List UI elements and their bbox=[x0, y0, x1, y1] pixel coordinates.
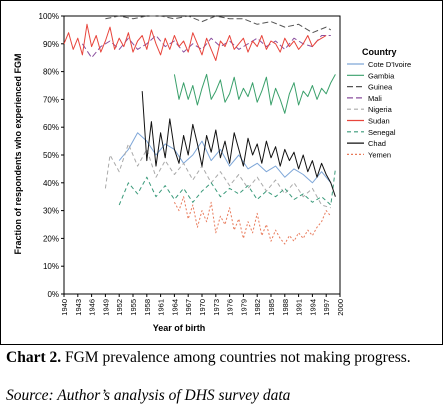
caption-text: FGM prevalence among countries not makin… bbox=[64, 349, 411, 366]
x-tick-label: 1949 bbox=[101, 299, 110, 316]
x-tick-label: 1958 bbox=[143, 299, 152, 316]
y-tick-label: 70% bbox=[43, 95, 59, 104]
series-line-yemen bbox=[173, 196, 332, 245]
x-tick-label: 1973 bbox=[212, 299, 221, 316]
series-line-guinea bbox=[105, 15, 332, 34]
legend-entry-label: Cote D'Ivoire bbox=[368, 60, 411, 69]
x-tick-label: 1952 bbox=[115, 299, 124, 316]
x-tick-label: 1997 bbox=[322, 299, 331, 316]
y-tick-label: 10% bbox=[43, 262, 59, 271]
legend: Country Cote D'Ivoire Gambia Guinea Mali Nig… bbox=[347, 47, 411, 159]
legend-entry-label: Mali bbox=[368, 94, 382, 103]
y-tick-label: 50% bbox=[43, 151, 59, 160]
x-tick-label: 1991 bbox=[295, 299, 304, 316]
series-line-chad bbox=[141, 91, 336, 197]
chart-caption: Chart 2. FGM prevalence among countries … bbox=[6, 348, 438, 367]
y-axis-ticks: 0% 10% 20% 30% 40% 50% 60% 70% 80% 90% 100% bbox=[39, 12, 64, 299]
series-line-nigeria bbox=[104, 143, 331, 209]
x-tick-label: 1964 bbox=[170, 299, 179, 316]
legend-title: Country bbox=[362, 47, 397, 57]
y-tick-label: 0% bbox=[47, 290, 59, 299]
y-tick-label: 100% bbox=[39, 12, 59, 21]
x-tick-label: 1982 bbox=[253, 299, 262, 316]
legend-entry-label: Guinea bbox=[368, 83, 393, 92]
legend-entry-label: Chad bbox=[368, 139, 386, 148]
series-line-mali bbox=[81, 35, 331, 59]
legend-entry-label: Sudan bbox=[368, 117, 390, 126]
series-lines bbox=[63, 15, 336, 245]
x-tick-label: 1961 bbox=[157, 299, 166, 316]
x-tick-label: 1946 bbox=[88, 299, 97, 316]
y-tick-label: 60% bbox=[43, 123, 59, 132]
legend-entry-label: Nigeria bbox=[368, 105, 393, 114]
x-tick-label: 1943 bbox=[74, 299, 83, 316]
x-tick-label: 1988 bbox=[281, 299, 290, 316]
series-line-gambia bbox=[173, 73, 336, 114]
x-axis-ticks: 1940 1943 1946 1949 1952 1955 1958 1961 1964 1967… bbox=[60, 294, 345, 316]
legend-entry-label: Senegal bbox=[368, 128, 396, 137]
series-line-sudan bbox=[63, 23, 327, 61]
x-tick-label: 2000 bbox=[336, 299, 345, 316]
caption-label: Chart 2. bbox=[6, 349, 62, 366]
legend-entry-label: Yemen bbox=[368, 150, 391, 159]
x-tick-label: 1967 bbox=[184, 299, 193, 316]
x-tick-label: 1970 bbox=[198, 299, 207, 316]
x-tick-label: 1976 bbox=[226, 299, 235, 316]
y-tick-label: 40% bbox=[43, 179, 59, 188]
x-tick-label: 1955 bbox=[129, 299, 138, 316]
series-line-senegal bbox=[118, 168, 336, 206]
x-tick-label: 1994 bbox=[308, 299, 317, 316]
y-axis-label: Fraction of respondents who experienced … bbox=[13, 53, 23, 254]
x-axis-label: Year of birth bbox=[153, 323, 206, 333]
plot-frame bbox=[63, 15, 341, 295]
x-tick-label: 1940 bbox=[60, 299, 69, 316]
x-tick-label: 1985 bbox=[267, 299, 276, 316]
legend-entry-label: Gambia bbox=[368, 71, 395, 80]
x-tick-label: 1979 bbox=[239, 299, 248, 316]
y-tick-label: 80% bbox=[43, 68, 59, 77]
caption-source: Source: Author’s analysis of DHS survey … bbox=[6, 387, 291, 404]
y-tick-label: 20% bbox=[43, 234, 59, 243]
y-tick-label: 90% bbox=[43, 40, 59, 49]
y-tick-label: 30% bbox=[43, 207, 59, 216]
plot-area bbox=[63, 15, 341, 295]
fgm-line-chart: 0%10%20%30%40%50%60%70%80%90%100% 1940 19… bbox=[0, 0, 443, 345]
